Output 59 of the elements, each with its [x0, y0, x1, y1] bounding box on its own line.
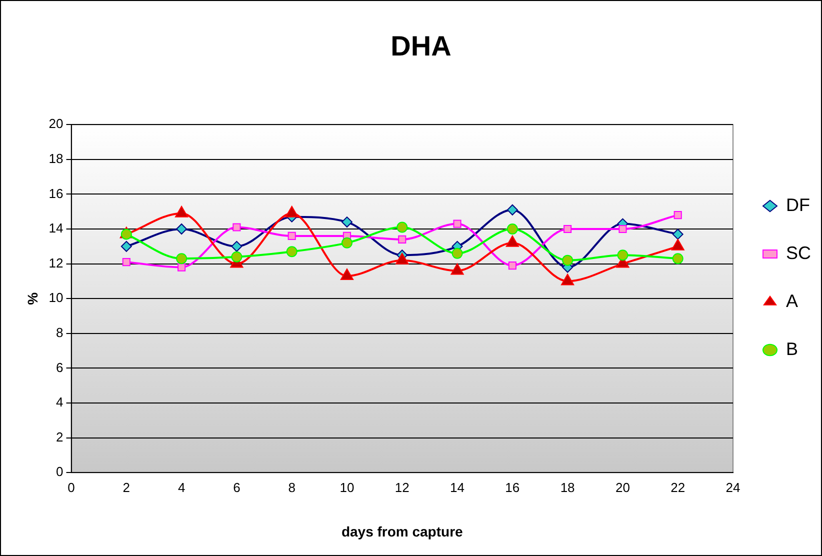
- point: [506, 204, 518, 216]
- y-tick-label: 0: [56, 464, 64, 480]
- point: [122, 258, 130, 266]
- x-tick-label: 16: [505, 480, 520, 495]
- y-tick-label: 6: [56, 360, 64, 375]
- point: [672, 228, 684, 240]
- x-tick-label: 10: [340, 480, 354, 495]
- point: [452, 248, 463, 259]
- x-tick-label: 18: [560, 480, 575, 495]
- y-tick-label: 4: [56, 394, 64, 410]
- x-tick-label: 8: [288, 480, 296, 495]
- legend-label: A: [786, 290, 798, 311]
- point: [176, 224, 188, 234]
- point: [564, 224, 572, 234]
- chart-title: DHA: [390, 30, 452, 62]
- point: [672, 253, 684, 264]
- y-tick-label: 18: [48, 150, 64, 166]
- y-tick-label: 14: [48, 220, 64, 236]
- point: [286, 246, 298, 258]
- point: [341, 216, 352, 228]
- x-tick-label: 0: [68, 480, 75, 495]
- x-axis-title: days from capture: [341, 523, 464, 540]
- point: [231, 240, 242, 252]
- point: [120, 228, 132, 240]
- point: [120, 240, 132, 252]
- y-tick-label: 10: [48, 290, 64, 306]
- x-tick-label: 2: [122, 480, 130, 495]
- point: [674, 211, 682, 220]
- point: [232, 223, 241, 232]
- x-tick-label: 12: [394, 480, 410, 495]
- x-tick-label: 4: [178, 480, 186, 495]
- legend-label: SC: [786, 242, 812, 263]
- point: [398, 235, 406, 244]
- point: [506, 224, 518, 234]
- point: [618, 224, 627, 234]
- point: [617, 250, 628, 261]
- point: [341, 237, 352, 248]
- point: [453, 220, 462, 228]
- y-tick-label: 12: [48, 255, 64, 270]
- y-axis-title: %: [24, 292, 40, 305]
- point: [508, 262, 516, 270]
- x-tick-label: 6: [233, 480, 240, 495]
- point: [288, 232, 296, 240]
- point: [176, 253, 188, 264]
- legend-label: B: [786, 338, 798, 359]
- y-tick-label: 8: [56, 324, 64, 340]
- legend-label: DF: [786, 194, 810, 215]
- point: [396, 222, 408, 233]
- point: [231, 251, 242, 262]
- y-tick-label: 2: [56, 429, 64, 444]
- x-tick-label: 24: [726, 480, 740, 495]
- point: [178, 263, 186, 272]
- y-tick-label: 16: [48, 186, 64, 201]
- point: [561, 274, 574, 286]
- y-tick-label: 20: [48, 116, 64, 132]
- point: [562, 254, 574, 266]
- x-tick-label: 22: [670, 480, 686, 495]
- x-tick-label: 20: [615, 480, 630, 495]
- x-tick-label: 14: [450, 480, 465, 495]
